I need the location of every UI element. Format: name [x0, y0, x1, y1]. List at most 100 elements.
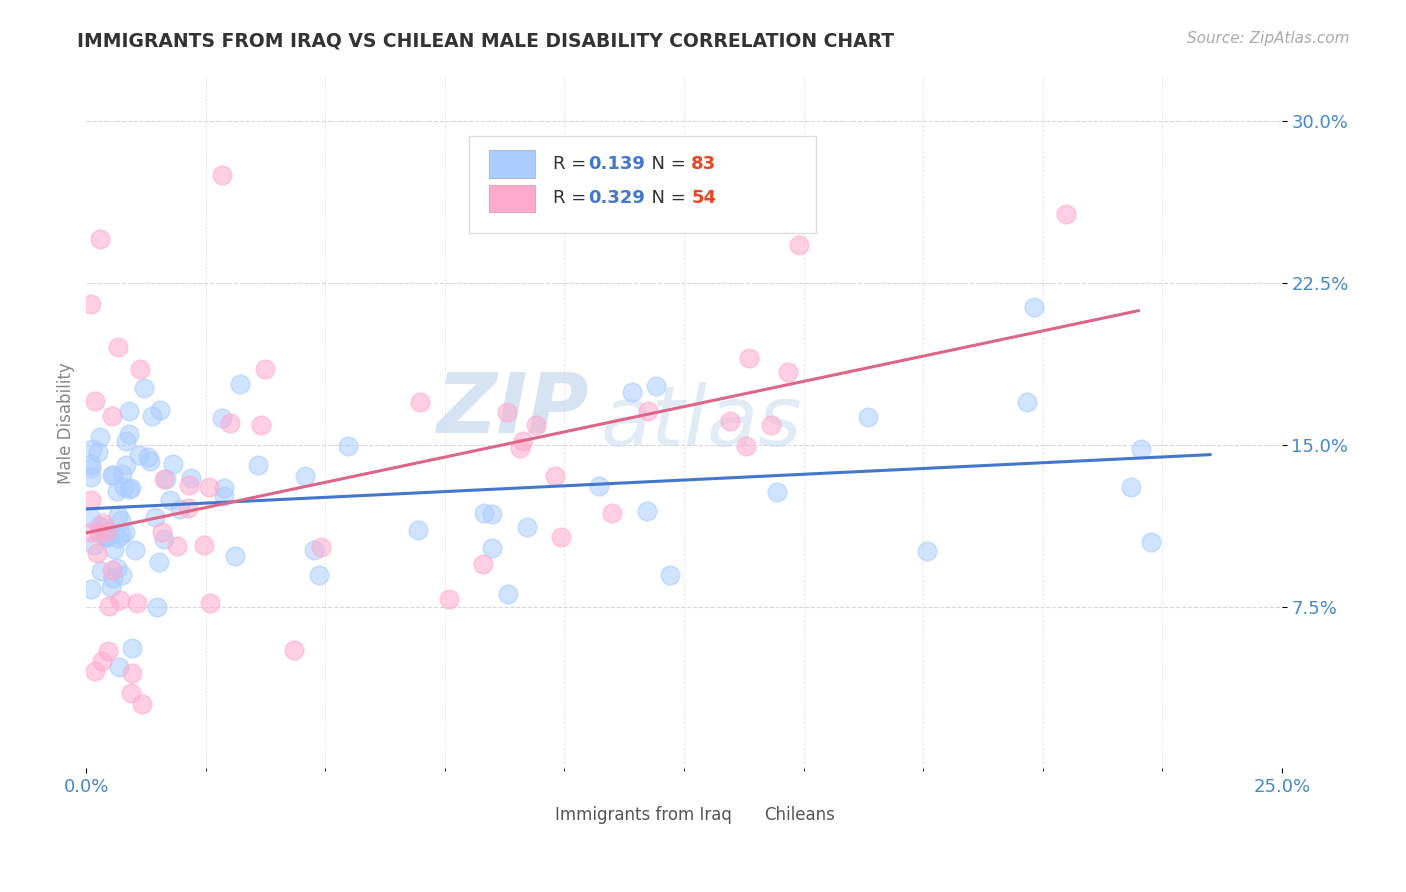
Point — [778, 365, 800, 379]
Point — [229, 376, 252, 391]
Point — [734, 439, 756, 453]
Point — [512, 434, 534, 449]
Text: N =: N = — [640, 189, 692, 207]
Point — [198, 480, 221, 494]
Point — [80, 510, 103, 524]
Point — [212, 481, 235, 495]
Point — [472, 507, 495, 521]
Point — [152, 473, 174, 487]
Point — [101, 467, 124, 482]
Point — [80, 582, 103, 596]
Point — [766, 485, 789, 500]
Point — [146, 599, 169, 614]
Point — [101, 571, 124, 585]
Point — [91, 654, 114, 668]
Point — [80, 457, 103, 471]
Point — [107, 508, 129, 522]
Point — [645, 379, 668, 393]
Point — [105, 561, 128, 575]
Point — [90, 565, 112, 579]
Point — [1119, 480, 1142, 494]
Point — [509, 442, 531, 456]
Point — [101, 468, 124, 483]
Point — [169, 501, 191, 516]
Point — [153, 533, 176, 547]
Text: N =: N = — [640, 155, 692, 173]
Point — [149, 402, 172, 417]
Point — [129, 362, 152, 376]
Point — [118, 482, 141, 496]
Point — [409, 395, 432, 409]
Point — [180, 471, 202, 485]
Point — [80, 470, 103, 484]
Point — [162, 457, 184, 471]
Point — [636, 504, 658, 518]
Point — [112, 480, 135, 494]
Point — [789, 238, 811, 252]
Text: atlas: atlas — [600, 383, 801, 464]
Point — [915, 544, 938, 558]
Point — [101, 563, 124, 577]
Point — [302, 542, 325, 557]
Point — [131, 697, 153, 711]
Text: ZIP: ZIP — [436, 368, 588, 450]
Point — [86, 546, 108, 560]
Point — [588, 479, 610, 493]
Text: R =: R = — [553, 189, 592, 207]
Point — [294, 468, 316, 483]
Point — [658, 568, 681, 582]
Point — [550, 530, 572, 544]
Point — [83, 665, 105, 679]
Point — [89, 525, 111, 540]
Point — [200, 596, 222, 610]
Bar — [489, 185, 534, 212]
Text: 0.329: 0.329 — [588, 189, 645, 207]
Point — [177, 500, 200, 515]
Point — [118, 426, 141, 441]
Point — [105, 483, 128, 498]
Point — [481, 508, 503, 522]
Point — [224, 549, 246, 564]
Point — [107, 531, 129, 545]
Bar — [489, 150, 534, 178]
Point — [309, 541, 332, 555]
Point — [89, 430, 111, 444]
Bar — [720, 806, 756, 826]
Point — [98, 599, 121, 614]
Point — [308, 567, 330, 582]
Point — [718, 414, 741, 428]
Point — [481, 541, 503, 556]
Text: Chileans: Chileans — [763, 805, 835, 823]
Point — [1140, 535, 1163, 549]
Point — [516, 520, 538, 534]
Y-axis label: Male Disability: Male Disability — [58, 362, 75, 483]
Point — [738, 351, 761, 365]
Point — [148, 555, 170, 569]
Point — [97, 528, 120, 542]
Point — [120, 481, 142, 495]
Point — [110, 467, 132, 482]
Point — [86, 445, 108, 459]
Point — [1054, 207, 1077, 221]
Point — [496, 404, 519, 418]
Point — [89, 232, 111, 246]
Point — [124, 543, 146, 558]
Point — [121, 641, 143, 656]
Point — [600, 507, 623, 521]
Point — [108, 659, 131, 673]
Point — [193, 537, 215, 551]
Point — [80, 442, 103, 456]
Point — [83, 394, 105, 409]
Point — [89, 518, 111, 533]
Point — [337, 439, 360, 453]
Point — [80, 525, 103, 540]
Point — [108, 593, 131, 607]
Point — [406, 523, 429, 537]
Point — [143, 509, 166, 524]
Point — [544, 469, 567, 483]
Point — [141, 409, 163, 423]
Point — [103, 541, 125, 556]
Point — [121, 666, 143, 681]
Bar — [510, 806, 547, 826]
Point — [80, 461, 103, 475]
